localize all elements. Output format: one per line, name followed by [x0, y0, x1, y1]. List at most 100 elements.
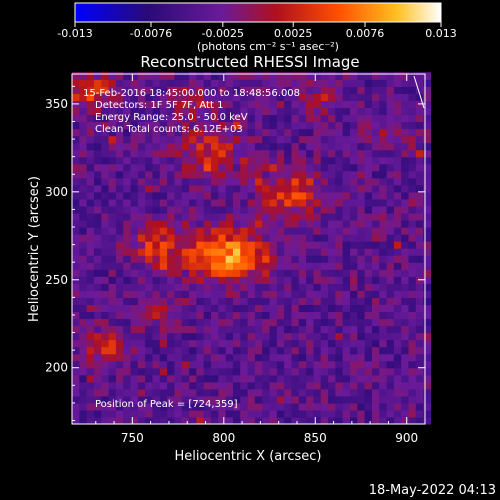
heatmap-cell [159, 395, 168, 404]
heatmap-cell [159, 409, 168, 418]
heatmap-cell [284, 241, 293, 249]
heatmap-cell [137, 367, 146, 376]
heatmap-cell [423, 332, 432, 341]
heatmap-cell [203, 395, 212, 404]
heatmap-cell [225, 374, 234, 383]
heatmap-cell [335, 402, 344, 411]
heatmap-cell [79, 107, 88, 116]
heatmap-cell [137, 353, 146, 362]
heatmap-cell [320, 135, 329, 144]
heatmap-cell [152, 198, 161, 207]
heatmap-cell [335, 297, 344, 306]
heatmap-cell [108, 205, 117, 214]
heatmap-cell [350, 276, 358, 284]
heatmap-cell [86, 374, 95, 383]
heatmap-cell [145, 163, 154, 172]
heatmap-cell [284, 395, 293, 404]
heatmap-cell [115, 374, 124, 383]
heatmap-cell [167, 121, 176, 130]
heatmap-cell [145, 409, 154, 418]
heatmap-cell [408, 367, 417, 376]
heatmap-cell [130, 128, 139, 137]
heatmap-cell [203, 353, 212, 362]
heatmap-cell [291, 346, 300, 355]
heatmap-cell [415, 304, 424, 313]
heatmap-cell [130, 283, 139, 291]
heatmap-cell [86, 409, 95, 418]
heatmap-cell [291, 86, 300, 94]
heatmap-cell [328, 318, 336, 327]
heatmap-cell [108, 290, 117, 298]
heatmap-cell [379, 416, 388, 425]
heatmap-cell [364, 290, 373, 298]
heatmap-cell [269, 156, 278, 165]
heatmap-cell [137, 93, 146, 101]
heatmap-cell [306, 360, 315, 369]
heatmap-cell [86, 191, 95, 200]
heatmap-cell [101, 318, 110, 327]
heatmap-cell [284, 128, 293, 137]
heatmap-cell [196, 332, 205, 341]
heatmap-cell [371, 142, 380, 151]
heatmap-cell [313, 283, 322, 291]
heatmap-cell [254, 311, 263, 320]
heatmap-cell [181, 107, 190, 116]
heatmap-cell [101, 156, 110, 165]
heatmap-cell [262, 212, 271, 221]
heatmap-cell [328, 276, 336, 284]
heatmap-cell [240, 325, 249, 334]
heatmap-cell [189, 163, 197, 172]
heatmap-cell [240, 332, 249, 341]
heatmap-cell [423, 283, 432, 291]
heatmap-cell [364, 360, 373, 369]
heatmap-cell [269, 297, 278, 306]
heatmap-cell [269, 149, 278, 158]
heatmap-cell [269, 262, 278, 270]
heatmap-cell [218, 374, 227, 383]
heatmap-cell [328, 191, 336, 200]
heatmap-cell [225, 93, 234, 101]
heatmap-cell [137, 374, 146, 383]
heatmap-cell [254, 198, 263, 207]
heatmap-cell [115, 128, 124, 137]
heatmap-cell [342, 311, 351, 320]
heatmap-cell [123, 262, 132, 270]
heatmap-cell [86, 367, 95, 376]
x-tick-label: 800 [212, 431, 235, 445]
heatmap-cell [291, 332, 300, 341]
colorbar-tick-label: 0.0025 [274, 27, 313, 40]
heatmap-cell [181, 346, 190, 355]
heatmap-cell [291, 184, 300, 193]
heatmap-cell [393, 374, 402, 383]
heatmap-cell [350, 325, 358, 334]
heatmap-cell [423, 262, 432, 270]
heatmap-cell [232, 353, 241, 362]
heatmap-cell [364, 374, 373, 383]
heatmap-cell [196, 346, 205, 355]
heatmap-cell [342, 360, 351, 369]
heatmap-cell [152, 402, 161, 411]
heatmap-cell [211, 93, 219, 101]
heatmap-cell [379, 283, 388, 291]
heatmap-cell [101, 416, 110, 425]
heatmap-cell [423, 156, 432, 165]
heatmap-cell [408, 304, 417, 313]
heatmap-cell [313, 248, 322, 256]
heatmap-cell [108, 107, 117, 116]
heatmap-cell [306, 219, 315, 228]
heatmap-cell [247, 241, 256, 249]
heatmap-cell [211, 248, 219, 256]
heatmap-cell [72, 184, 80, 193]
heatmap-cell [386, 205, 395, 214]
heatmap-cell [225, 114, 234, 123]
heatmap-cell [211, 163, 219, 172]
heatmap-cell [240, 156, 249, 165]
heatmap-cell [335, 290, 344, 298]
heatmap-cell [313, 269, 322, 277]
heatmap-cell [130, 219, 139, 228]
heatmap-cell [386, 107, 395, 116]
heatmap-cell [291, 374, 300, 383]
heatmap-cell [408, 79, 417, 87]
heatmap-cell [379, 100, 388, 109]
heatmap-cell [371, 416, 380, 425]
